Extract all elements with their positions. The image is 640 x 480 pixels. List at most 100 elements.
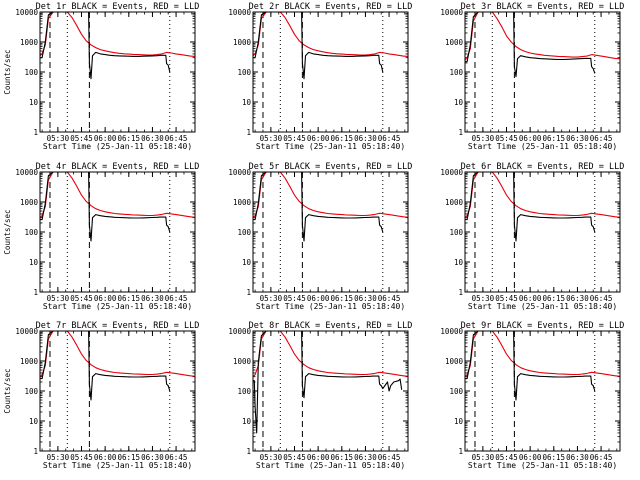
x-tick-label: 06:15 [331, 453, 354, 462]
plot-frame [39, 171, 196, 293]
x-tick-label: 06:30 [354, 453, 377, 462]
x-tick-label: 05:30 [472, 453, 495, 462]
x-tick-label: 06:15 [118, 294, 141, 303]
y-axis-label: Counts/sec [3, 368, 12, 413]
x-tick-label: 05:30 [47, 453, 70, 462]
y-tick-label: 1000 [445, 38, 464, 47]
x-tick-label: 06:00 [94, 453, 117, 462]
series-red-line [464, 11, 621, 61]
x-tick-label: 05:45 [495, 134, 518, 143]
y-axis-label: Counts/sec [3, 209, 12, 254]
x-tick-label: 06:30 [566, 294, 589, 303]
panel-title: Det 1r BLACK = Events, RED = LLD [36, 2, 200, 12]
y-tick-label: 10000 [228, 168, 251, 177]
panel-title: Det 3r BLACK = Events, RED = LLD [461, 2, 625, 12]
x-tick-label: 05:45 [70, 294, 93, 303]
series-black-line [253, 11, 384, 80]
series-red-line [39, 171, 196, 219]
x-tick-label: 06:45 [378, 453, 401, 462]
x-axis-label: Start Time (25-Jan-11 05:18:40) [256, 461, 405, 470]
y-tick-label: 1 [246, 447, 251, 456]
y-tick-label: 1 [458, 128, 463, 137]
plot-frame [39, 330, 196, 452]
x-tick-label: 05:45 [283, 453, 306, 462]
x-tick-label: 05:30 [260, 453, 283, 462]
y-tick-label: 10000 [228, 327, 251, 336]
panel-3: Det 3r BLACK = Events, RED = LLD 1 10 100 10… [440, 2, 624, 151]
y-tick-label: 100 [24, 228, 38, 237]
x-tick-label: 06:30 [354, 294, 377, 303]
x-axis-label: Start Time (25-Jan-11 05:18:40) [43, 461, 192, 470]
series-black-line [465, 330, 596, 401]
x-tick-label: 06:45 [378, 294, 401, 303]
x-axis-label: Start Time (25-Jan-11 05:18:40) [256, 142, 405, 151]
x-tick-label: 06:00 [94, 294, 117, 303]
y-tick-label: 10000 [15, 327, 38, 336]
plot-frame [39, 11, 196, 133]
x-tick-label: 06:15 [543, 134, 566, 143]
x-tick-label: 05:45 [283, 134, 306, 143]
x-tick-label: 06:00 [519, 294, 542, 303]
series-black-line [253, 171, 384, 242]
x-tick-label: 06:30 [566, 453, 589, 462]
x-tick-label: 05:45 [495, 453, 518, 462]
series-red-line [252, 11, 409, 57]
x-tick-label: 05:30 [260, 294, 283, 303]
x-tick-label: 05:45 [283, 294, 306, 303]
y-tick-label: 10 [242, 417, 252, 426]
y-tick-label: 1000 [233, 198, 252, 207]
x-tick-label: 06:15 [331, 134, 354, 143]
plot-frame [464, 171, 621, 293]
x-tick-label: 06:00 [519, 134, 542, 143]
y-tick-label: 100 [449, 228, 463, 237]
plot-frame [252, 330, 409, 452]
y-tick-label: 100 [449, 387, 463, 396]
x-tick-label: 06:15 [543, 294, 566, 303]
x-tick-label: 06:45 [590, 294, 613, 303]
y-tick-label: 1000 [445, 357, 464, 366]
y-tick-label: 1 [33, 288, 38, 297]
y-tick-label: 10 [29, 98, 39, 107]
x-tick-label: 06:15 [331, 294, 354, 303]
y-tick-label: 10000 [15, 168, 38, 177]
series-red-line [39, 11, 196, 57]
x-tick-label: 06:15 [543, 453, 566, 462]
panel-1: Det 1r BLACK = Events, RED = LLD 1 10 100 10… [3, 2, 199, 151]
series-red-line [252, 171, 409, 219]
y-tick-label: 1 [458, 288, 463, 297]
x-tick-label: 06:00 [519, 453, 542, 462]
plot-frame [252, 11, 409, 133]
x-tick-label: 06:15 [118, 134, 141, 143]
panel-title: Det 4r BLACK = Events, RED = LLD [36, 162, 200, 172]
y-tick-label: 10 [242, 98, 252, 107]
y-tick-label: 10 [454, 258, 464, 267]
y-tick-label: 100 [237, 68, 251, 77]
y-tick-label: 10000 [15, 8, 38, 17]
x-tick-label: 06:30 [141, 453, 164, 462]
plot-frame [464, 11, 621, 133]
x-axis-label: Start Time (25-Jan-11 05:18:40) [256, 302, 405, 311]
series-black-line [253, 330, 403, 434]
x-tick-label: 05:30 [47, 134, 70, 143]
y-tick-label: 10000 [440, 8, 463, 17]
y-tick-label: 1 [246, 288, 251, 297]
x-tick-label: 06:45 [378, 134, 401, 143]
x-tick-label: 06:00 [307, 453, 330, 462]
plot-frame [252, 171, 409, 293]
x-tick-label: 05:45 [70, 453, 93, 462]
x-tick-label: 06:30 [354, 134, 377, 143]
x-axis-label: Start Time (25-Jan-11 05:18:40) [468, 302, 617, 311]
y-tick-label: 10000 [228, 8, 251, 17]
y-tick-label: 1 [33, 128, 38, 137]
panel-5: Det 5r BLACK = Events, RED = LLD 1 10 100 10… [228, 162, 412, 311]
series-black-line [40, 330, 171, 401]
series-red-line [252, 330, 409, 378]
series-black-line [40, 11, 171, 80]
x-tick-label: 06:45 [165, 134, 188, 143]
y-tick-label: 100 [449, 68, 463, 77]
panel-title: Det 6r BLACK = Events, RED = LLD [461, 162, 625, 172]
series-red-line [464, 171, 621, 219]
x-tick-label: 06:30 [141, 134, 164, 143]
x-axis-label: Start Time (25-Jan-11 05:18:40) [468, 461, 617, 470]
y-tick-label: 10000 [440, 168, 463, 177]
